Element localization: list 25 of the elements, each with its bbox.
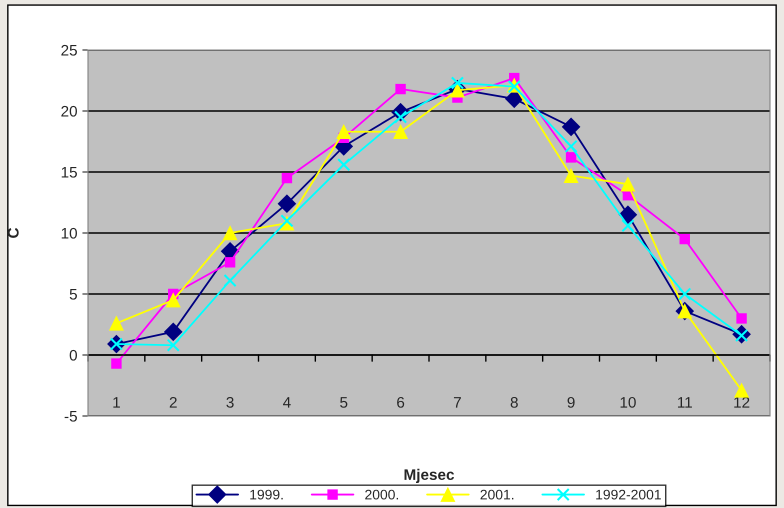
legend-label: 2000. xyxy=(365,490,398,500)
x-tick-label: 8 xyxy=(510,396,518,408)
x-tick-label: 10 xyxy=(620,396,636,408)
x-tick-label: 4 xyxy=(283,397,291,408)
y-tick-label: 20 xyxy=(61,106,77,117)
x-tick-label: 12 xyxy=(734,396,750,408)
y-tick-label: 25 xyxy=(61,44,77,56)
x-tick-label: 5 xyxy=(340,397,348,408)
x-axis-title: Mjesec xyxy=(404,468,454,484)
legend-label: 1999. xyxy=(250,490,283,500)
x-tick-label: 3 xyxy=(226,396,234,408)
x-tick-label: 1 xyxy=(113,397,120,408)
x-tick-label: 7 xyxy=(454,397,461,408)
y-tick-label: 0 xyxy=(70,350,77,361)
legend-label: 1992-2001 xyxy=(596,490,661,500)
x-tick-label: 2 xyxy=(170,396,177,408)
x-tick-label: 6 xyxy=(397,396,404,408)
y-axis-title: C xyxy=(8,228,19,238)
legend-label: 2001. xyxy=(480,490,514,500)
x-tick-label: 9 xyxy=(568,396,575,408)
y-tick-label: -5 xyxy=(64,411,77,422)
y-tick-label: 10 xyxy=(62,228,77,239)
y-tick-label: 5 xyxy=(70,289,77,300)
y-tick-label: 15 xyxy=(62,167,77,178)
x-tick-label: 11 xyxy=(678,397,692,408)
